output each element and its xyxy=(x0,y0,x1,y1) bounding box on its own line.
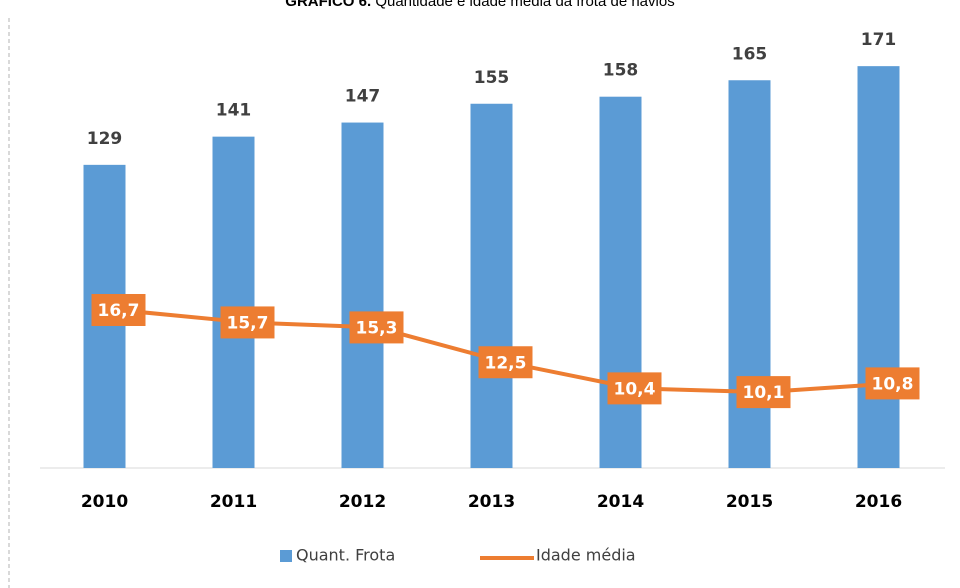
data-label: 155 xyxy=(474,68,510,88)
title-label: GRÁFICO 6. xyxy=(285,0,371,10)
data-label-box xyxy=(220,306,275,339)
x-tick-label: 2011 xyxy=(210,492,257,512)
data-label-box xyxy=(91,293,146,326)
data-label: 141 xyxy=(216,101,252,121)
data-label: 12,5 xyxy=(485,353,527,373)
data-label: 158 xyxy=(603,61,639,81)
data-label: 171 xyxy=(861,30,897,50)
data-label: 16,7 xyxy=(98,301,140,321)
data-label: 165 xyxy=(732,44,768,64)
title-text: Quantidade e idade média da frota de nav… xyxy=(375,0,674,10)
bar xyxy=(728,80,771,468)
data-label: 10,8 xyxy=(872,374,914,394)
x-tick-label: 2013 xyxy=(468,492,515,512)
chart-title: GRÁFICO 6. Quantidade e idade média da f… xyxy=(285,0,674,10)
bar xyxy=(212,136,255,468)
legend-label: Idade média xyxy=(536,546,636,565)
data-label: 15,3 xyxy=(356,318,398,338)
x-tick-label: 2010 xyxy=(81,492,128,512)
data-label: 10,1 xyxy=(743,383,785,403)
data-label-box xyxy=(736,376,791,409)
x-tick-label: 2012 xyxy=(339,492,386,512)
legend-label: Quant. Frota xyxy=(296,546,395,565)
x-tick-label: 2015 xyxy=(726,492,773,512)
data-label: 147 xyxy=(345,87,381,107)
data-label: 129 xyxy=(87,129,123,149)
bar xyxy=(599,96,642,468)
data-label-box xyxy=(865,367,920,400)
data-label-box xyxy=(478,346,533,379)
bar xyxy=(470,103,513,468)
x-tick-label: 2016 xyxy=(855,492,902,512)
bar xyxy=(857,66,900,469)
data-label: 15,7 xyxy=(227,313,269,333)
data-label-box xyxy=(607,372,662,405)
x-tick-label: 2014 xyxy=(597,492,644,512)
data-label: 10,4 xyxy=(614,379,656,399)
legend-swatch xyxy=(280,550,292,562)
data-label-box xyxy=(349,311,404,344)
bar xyxy=(341,122,384,469)
